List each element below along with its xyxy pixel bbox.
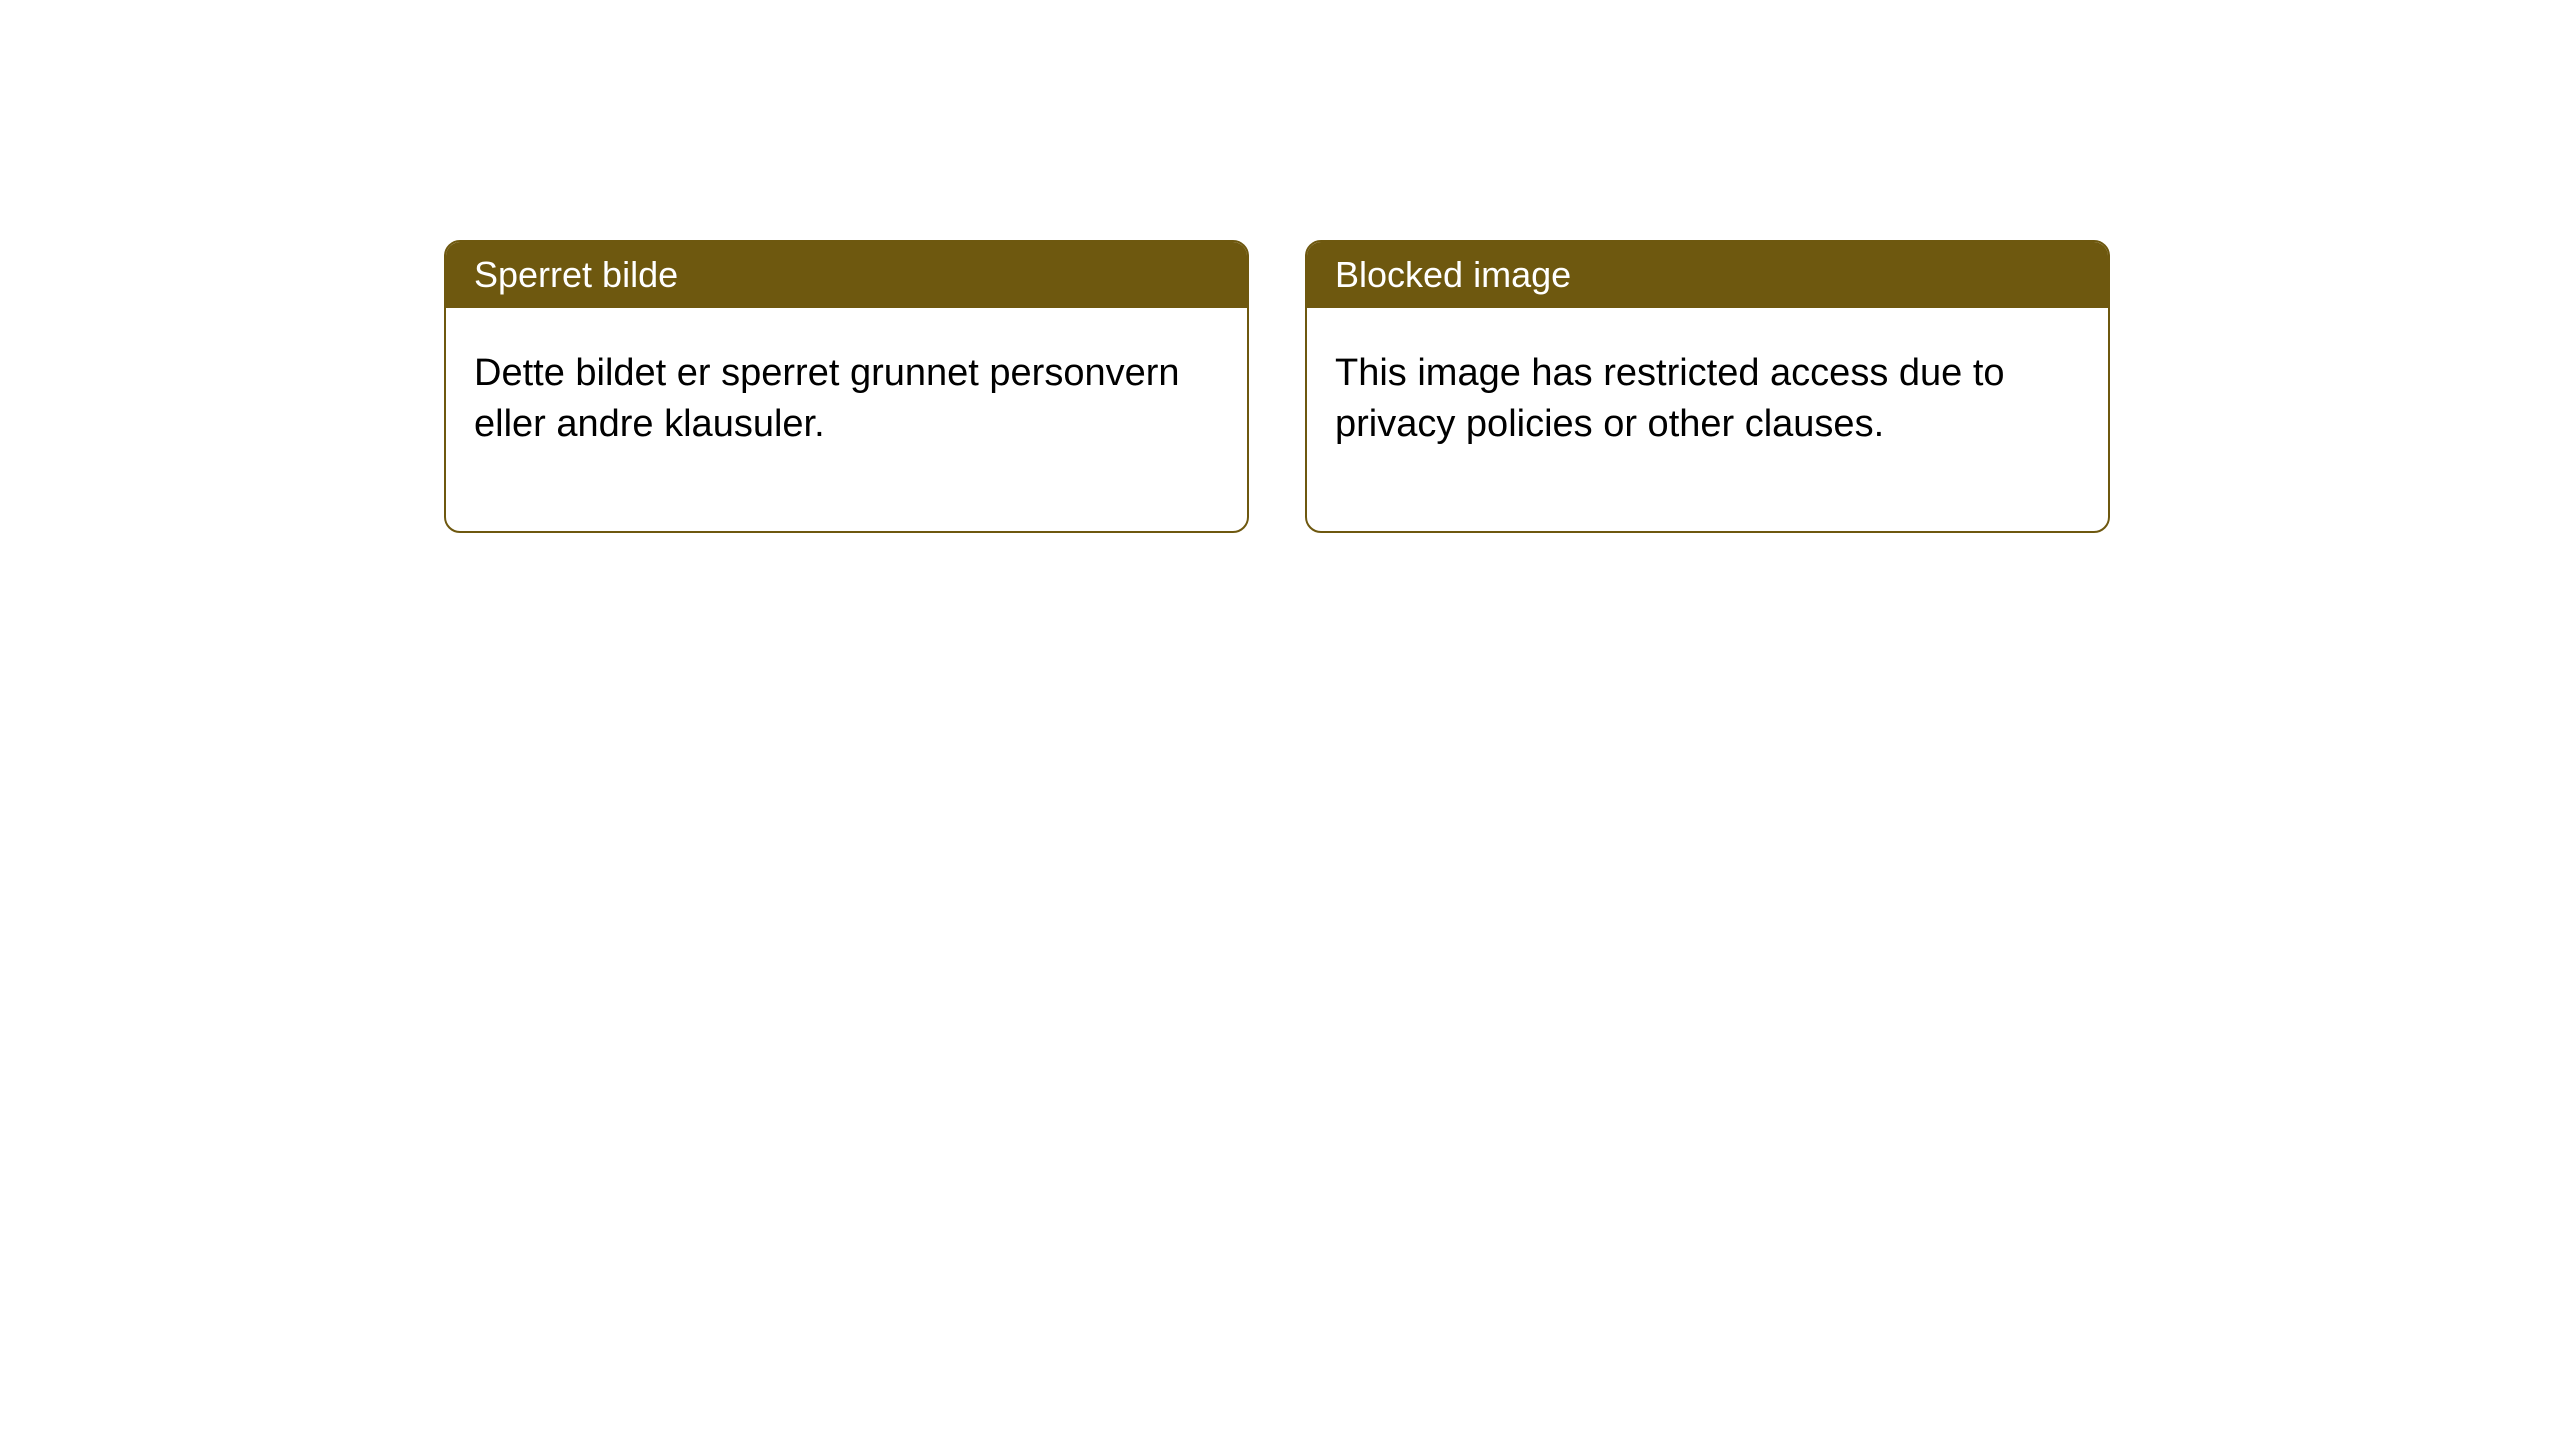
notice-card-english: Blocked image This image has restricted … <box>1305 240 2110 533</box>
notice-title-norwegian: Sperret bilde <box>446 242 1247 308</box>
notice-card-norwegian: Sperret bilde Dette bildet er sperret gr… <box>444 240 1249 533</box>
notice-title-english: Blocked image <box>1307 242 2108 308</box>
notices-container: Sperret bilde Dette bildet er sperret gr… <box>0 0 2560 533</box>
notice-message-norwegian: Dette bildet er sperret grunnet personve… <box>446 308 1247 531</box>
notice-message-english: This image has restricted access due to … <box>1307 308 2108 531</box>
